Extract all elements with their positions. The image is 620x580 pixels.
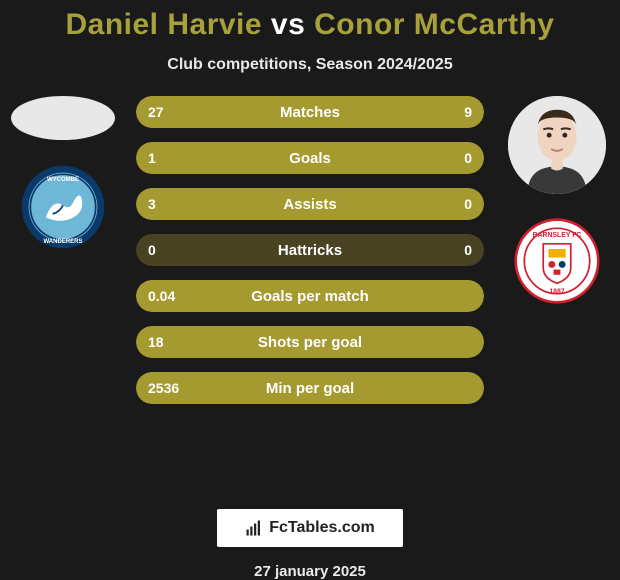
chart-icon <box>245 519 263 537</box>
stat-row: Goals 1 0 <box>136 142 484 174</box>
stat-label: Goals per match <box>251 288 369 305</box>
stat-value-right: 0 <box>464 196 472 212</box>
brand-logo: FcTables.com <box>217 509 403 547</box>
player1-avatar <box>11 96 115 140</box>
stat-label: Hattricks <box>278 242 342 259</box>
stat-value-left: 2536 <box>148 380 179 396</box>
stat-value-left: 1 <box>148 150 156 166</box>
player1-name: Daniel Harvie <box>65 8 262 41</box>
stat-label: Min per goal <box>266 380 354 397</box>
stat-label: Matches <box>280 104 340 121</box>
player2-club-badge: BARNSLEY FC 1887 <box>514 218 600 304</box>
stat-value-right: 0 <box>464 242 472 258</box>
stat-label: Shots per goal <box>258 334 362 351</box>
stat-value-left: 18 <box>148 334 164 350</box>
player1-club-badge: WYCOMBE WANDERERS <box>20 164 106 250</box>
stat-row: Assists 3 0 <box>136 188 484 220</box>
stat-row: Min per goal 2536 <box>136 372 484 404</box>
stat-row: Shots per goal 18 <box>136 326 484 358</box>
stat-value-right: 9 <box>464 104 472 120</box>
player2-name: Conor McCarthy <box>314 8 554 41</box>
svg-text:WYCOMBE: WYCOMBE <box>47 177 79 183</box>
brand-text: FcTables.com <box>269 519 375 537</box>
stats-list: Matches279Goals10Assists30Hattricks00Goa… <box>136 96 484 404</box>
svg-text:1887: 1887 <box>549 289 564 296</box>
stat-value-left: 27 <box>148 104 164 120</box>
stat-value-left: 0 <box>148 242 156 258</box>
player2-avatar <box>508 96 606 194</box>
player2-column: BARNSLEY FC 1887 <box>502 96 612 304</box>
svg-text:BARNSLEY FC: BARNSLEY FC <box>533 232 582 239</box>
title-vs: vs <box>271 8 305 41</box>
stat-row: Goals per match 0.04 <box>136 280 484 312</box>
stat-value-right: 0 <box>464 150 472 166</box>
subtitle: Club competitions, Season 2024/2025 <box>167 56 452 74</box>
stat-label: Assists <box>283 196 336 213</box>
footer-date: 27 january 2025 <box>254 563 366 580</box>
stat-value-left: 3 <box>148 196 156 212</box>
stat-value-left: 0.04 <box>148 288 175 304</box>
stat-row: Matches 27 9 <box>136 96 484 128</box>
stat-row: Hattricks 0 0 <box>136 234 484 266</box>
svg-text:WANDERERS: WANDERERS <box>43 239 82 245</box>
comparison-title: Daniel Harvie vs Conor McCarthy <box>65 8 554 42</box>
stat-label: Goals <box>289 150 331 167</box>
player1-column: WYCOMBE WANDERERS <box>8 96 118 250</box>
